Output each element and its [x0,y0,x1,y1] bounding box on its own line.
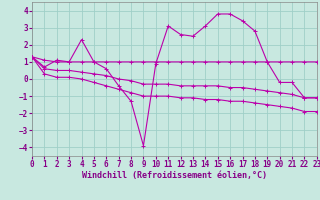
X-axis label: Windchill (Refroidissement éolien,°C): Windchill (Refroidissement éolien,°C) [82,171,267,180]
